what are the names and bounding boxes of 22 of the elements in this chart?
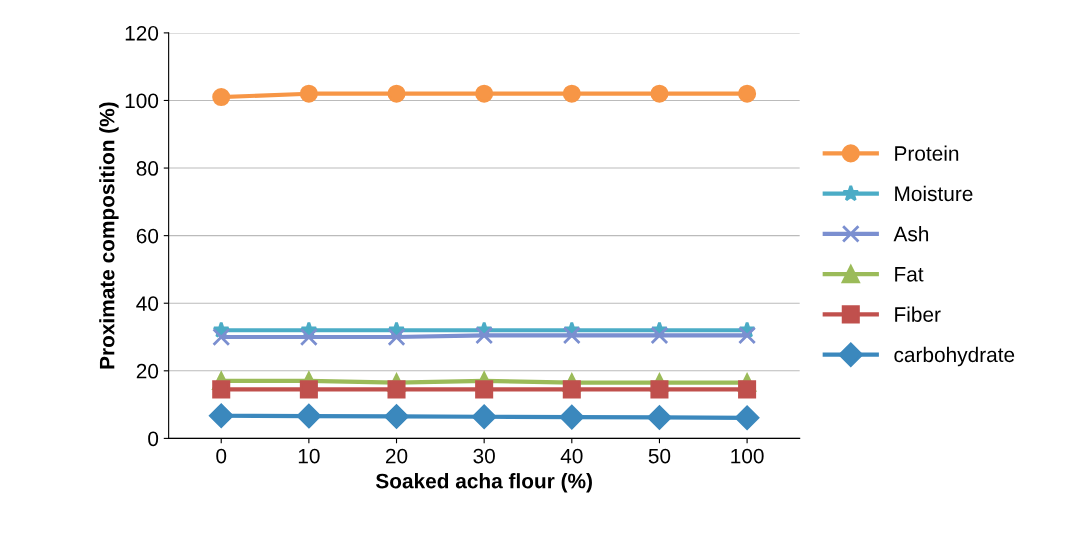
y-tick-label: 0 <box>148 431 159 447</box>
y-tick-label: 100 <box>125 93 159 109</box>
x-tick-label: 20 <box>385 448 408 464</box>
legend-label: Fiber <box>895 306 941 322</box>
y-tick-label: 40 <box>136 296 159 311</box>
x-axis-title: Soaked acha flour (%) <box>375 473 592 493</box>
x-tick-label: 40 <box>560 448 583 464</box>
y-tick-label: 20 <box>136 363 159 379</box>
x-tick-label: 50 <box>648 448 671 464</box>
legend-label: Moisture <box>895 185 973 202</box>
legend-label: Ash <box>893 226 929 242</box>
legend-label: carbohydrate <box>894 346 1015 367</box>
y-tick-label: 80 <box>136 161 159 176</box>
y-axis-title: Proximate composition (%) <box>99 102 119 369</box>
x-tick-label: 30 <box>473 448 495 464</box>
x-tick-label: 10 <box>298 448 320 464</box>
y-tick-label: 60 <box>136 228 159 244</box>
legend-label: Protein <box>895 145 959 161</box>
y-tick-label: 120 <box>125 25 159 41</box>
x-tick-label: 100 <box>731 448 764 464</box>
legend-label: Fat <box>895 267 924 282</box>
x-tick-label: 0 <box>216 448 227 464</box>
